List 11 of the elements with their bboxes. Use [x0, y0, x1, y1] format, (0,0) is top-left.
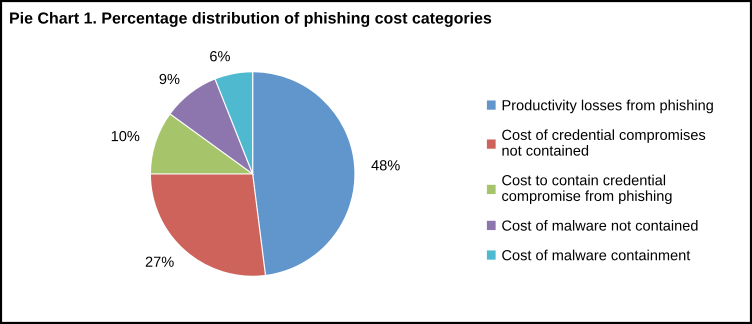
legend-label: Cost of credential compromises not contained [502, 129, 706, 156]
chart-title: Pie Chart 1. Percentage distribution of phishing cost categories [10, 12, 492, 27]
data-label: 27% [146, 256, 174, 267]
legend-label: Cost of malware containment [502, 250, 690, 260]
legend-label: Cost of malware not contained [502, 220, 698, 231]
data-label: 9% [160, 74, 180, 84]
legend-label: Productivity losses from phishing [502, 100, 713, 114]
legend-label: Cost to contain credential compromise from phishing [502, 174, 672, 204]
data-label: 48% [371, 160, 400, 170]
data-label: 10% [112, 130, 140, 142]
data-label: 6% [210, 51, 230, 62]
